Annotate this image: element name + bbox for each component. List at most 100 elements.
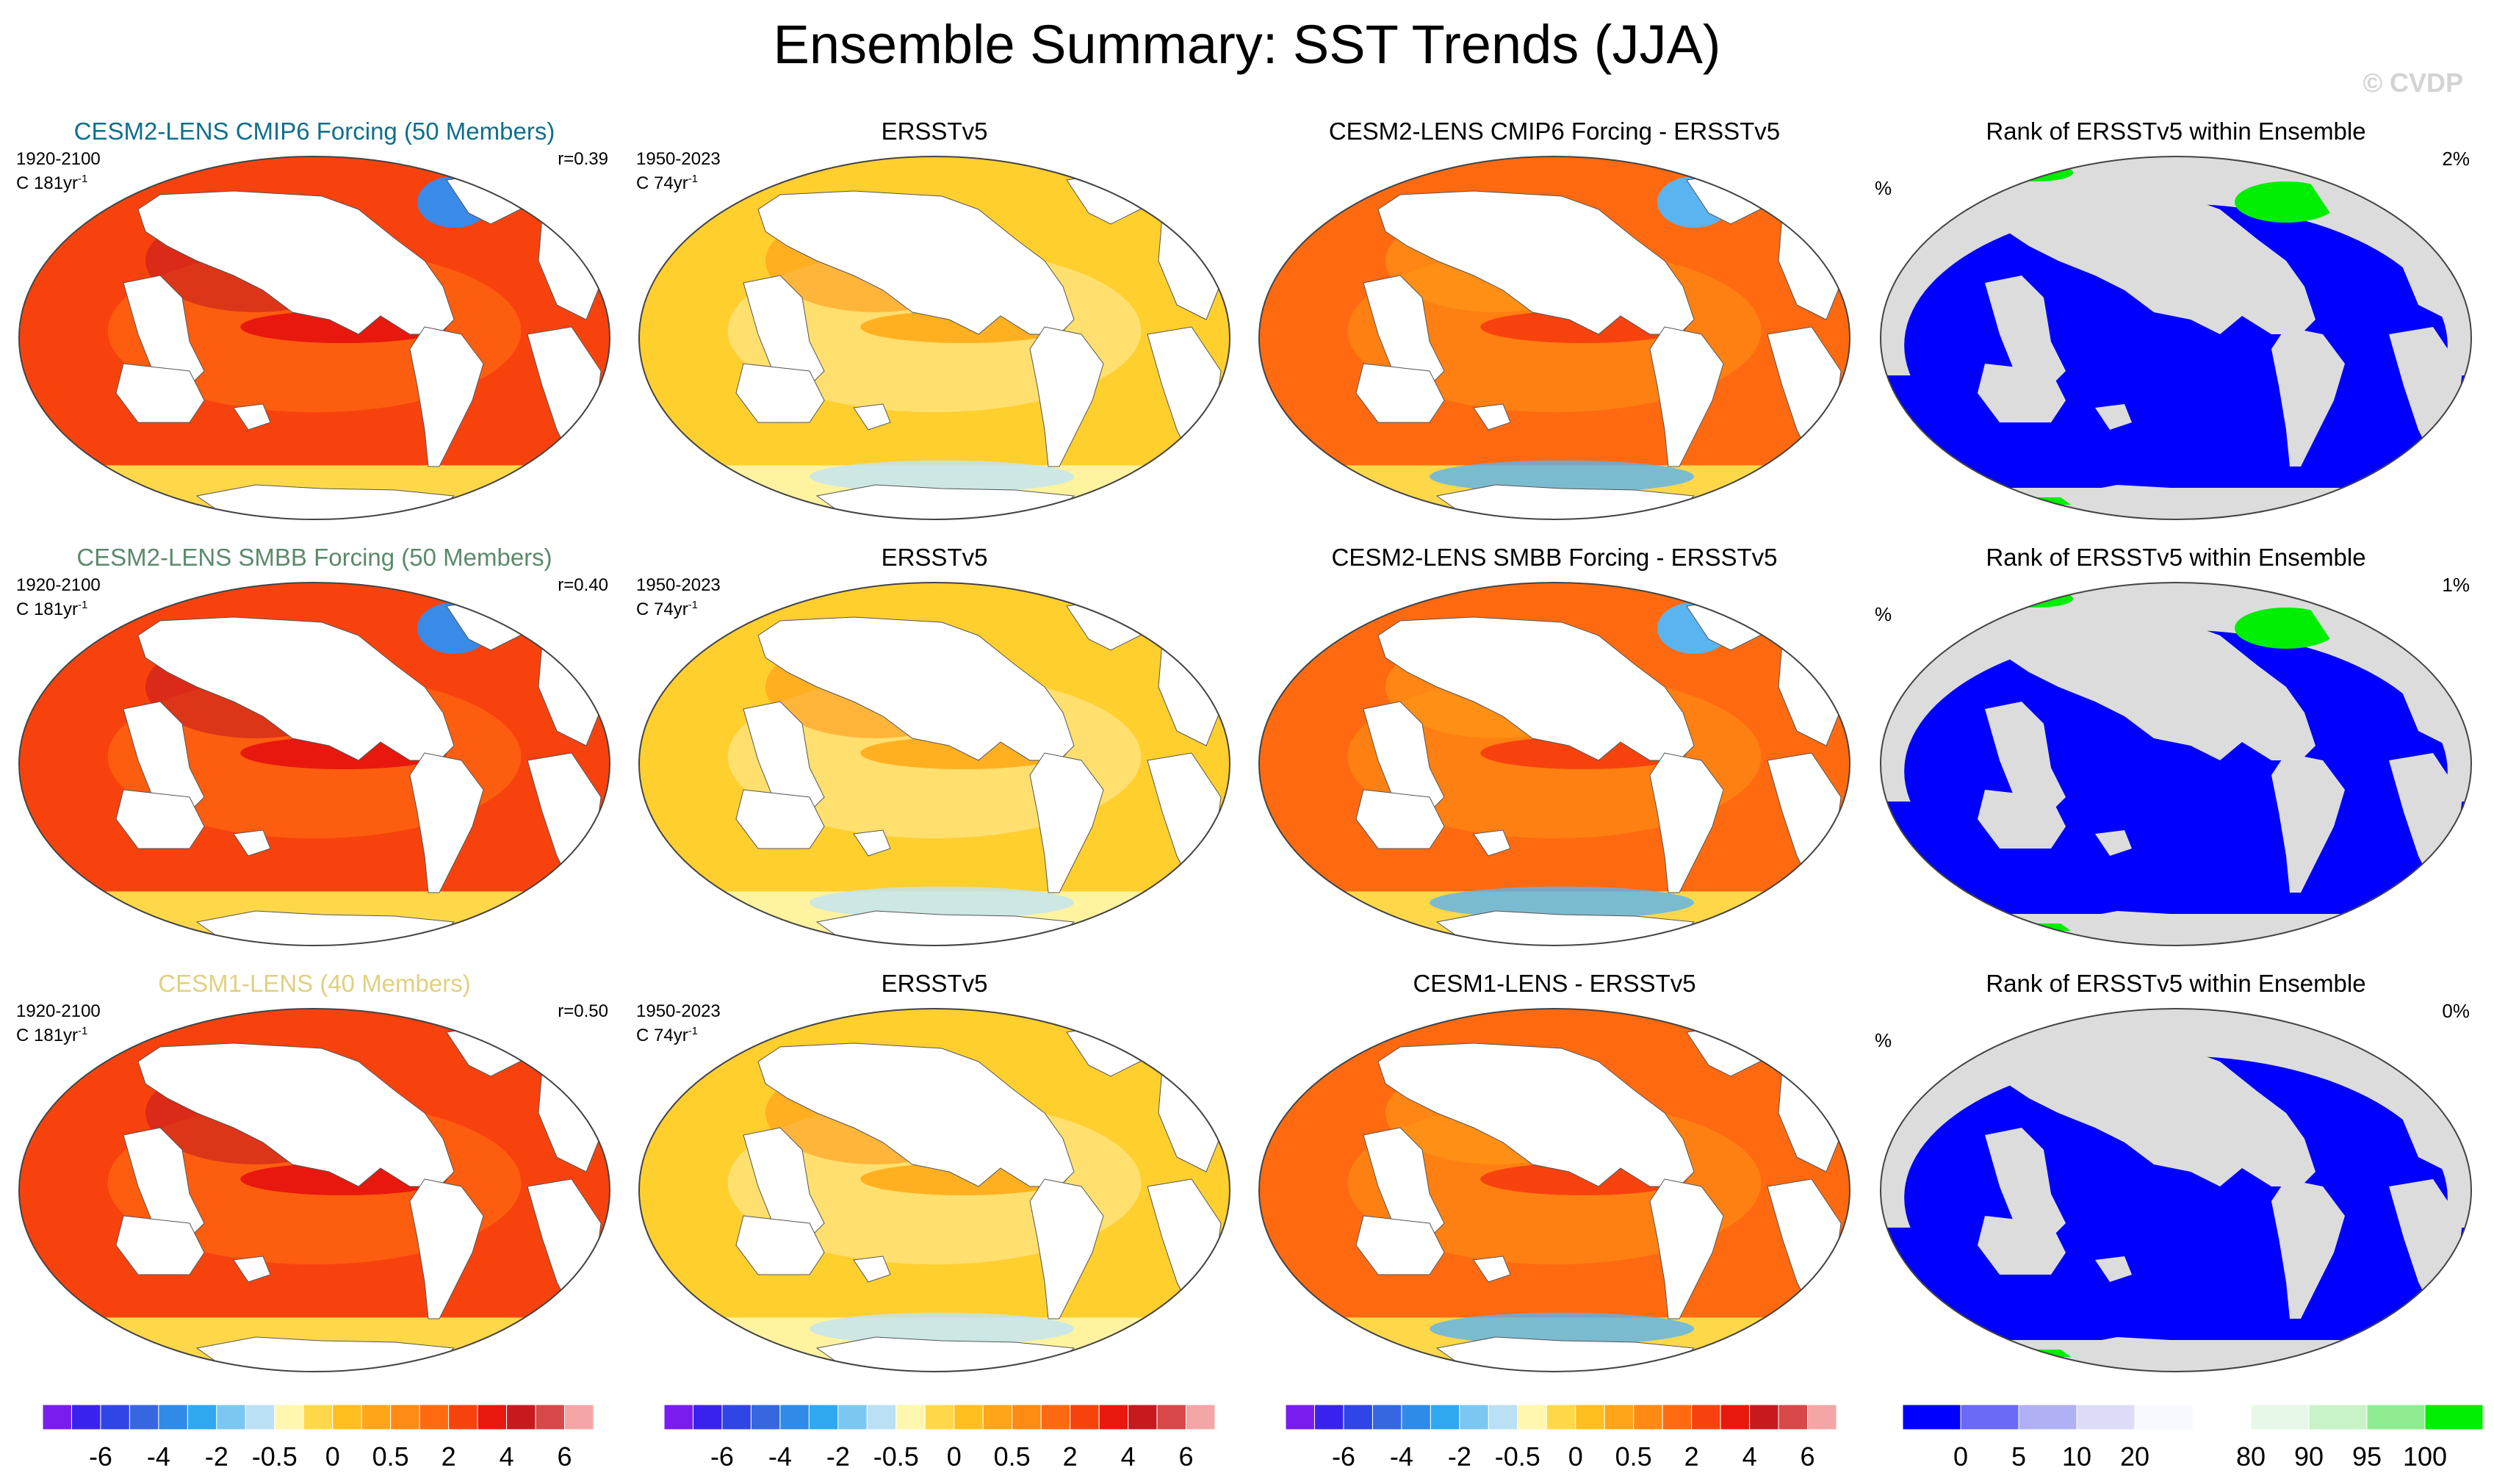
colorbar-trend-3-tick-label: 0 <box>1568 1441 1583 1472</box>
colorbar-trend-2-tick-label: -2 <box>826 1441 850 1472</box>
panel-title-rank-1: Rank of ERSSTv5 within Ensemble <box>1986 118 2366 145</box>
colorbar-trend-1-tick-label: -0.5 <box>252 1441 298 1472</box>
panel-title-rank-3: Rank of ERSSTv5 within Ensemble <box>1986 970 2366 997</box>
colorbar-trend-3-box <box>1517 1404 1547 1430</box>
colorbar-rank-tick-label: 0 <box>1953 1441 1968 1472</box>
trend-period-obs-3: 1950-2023 C 74yr-1 <box>636 1001 721 1045</box>
map-diff-1 <box>1258 156 1850 520</box>
colorbar-trend-1-box <box>419 1404 450 1430</box>
colorbar-trend-2-box <box>779 1404 810 1430</box>
colorbar-trend-2-tick-label: 0 <box>947 1441 962 1472</box>
colorbar-trend-2-box <box>837 1404 868 1430</box>
colorbar-trend-1-box <box>448 1404 478 1430</box>
colorbar-trend-1-box <box>158 1404 188 1430</box>
colorbar-trend-2-tick-label: -0.5 <box>873 1441 919 1472</box>
trend-period-model-1: 1920-2100 C 181yr-1 <box>16 149 101 193</box>
colorbar-trend-3-box <box>1720 1404 1751 1430</box>
colorbar-trend-2-tick-label: 2 <box>1063 1441 1078 1472</box>
colorbar-trend-3-tick-label: 6 <box>1801 1441 1815 1472</box>
trend-units: C 74yr-1 <box>636 599 699 619</box>
colorbar-trend-3-box <box>1313 1404 1344 1430</box>
colorbar-trend-1-box <box>564 1404 594 1430</box>
colorbar-trend-3-box <box>1372 1404 1402 1430</box>
colorbar-trend-3: -6 -4 -2 -0.5 0 0.5 2 4 6 <box>1285 1404 1837 1472</box>
panel-title-obs-2: ERSSTv5 <box>881 544 988 571</box>
colorbar-trend-2-box <box>692 1404 723 1430</box>
colorbar-trend-2-box <box>982 1404 1013 1430</box>
colorbar-rank-box <box>2076 1404 2136 1430</box>
colorbar-trend-1-tick-label: -4 <box>147 1441 170 1472</box>
map-diff-3 <box>1258 1008 1850 1372</box>
colorbar-rank-box <box>2134 1404 2194 1430</box>
colorbar-trend-2-box <box>750 1404 781 1430</box>
rank-unit-1: % <box>1875 177 1892 199</box>
panel-title-model-3: CESM1-LENS (40 Members) <box>158 970 471 997</box>
colorbar-trend-2-box <box>1098 1404 1129 1430</box>
colorbar-trend-1-box <box>71 1404 101 1430</box>
pattern-correlation-2: r=0.40 <box>558 575 608 595</box>
colorbar-trend-3-box <box>1285 1404 1315 1430</box>
trend-units: C 181yr-1 <box>16 599 88 619</box>
trend-period-obs-2: 1950-2023 C 74yr-1 <box>636 575 721 619</box>
trend-units: C 181yr-1 <box>16 1025 88 1045</box>
colorbar-trend-1: -6 -4 -2 -0.5 0 0.5 2 4 6 <box>42 1404 594 1472</box>
trend-period-obs-1: 1950-2023 C 74yr-1 <box>636 149 721 193</box>
colorbar-trend-1-box <box>100 1404 130 1430</box>
map-rank-1 <box>1880 156 2472 520</box>
colorbar-trend-3-box <box>1546 1404 1576 1430</box>
colorbar-rank-tick-label: 90 <box>2294 1441 2324 1472</box>
period-years: 1920-2100 <box>16 575 101 595</box>
colorbar-trend-3-box <box>1459 1404 1489 1430</box>
colorbar-trend-1-box <box>361 1404 392 1430</box>
map-model-2 <box>18 582 610 946</box>
colorbar-rank-tick-label: 10 <box>2062 1441 2091 1472</box>
map-obs-2 <box>638 582 1230 946</box>
colorbar-trend-1-tick-label: 0 <box>325 1441 340 1472</box>
colorbar-trend-1-tick-label: 4 <box>500 1441 514 1472</box>
colorbar-trend-1-box <box>274 1404 304 1430</box>
colorbar-trend-3-box <box>1662 1404 1693 1430</box>
colorbar-strip: -6 -4 -2 -0.5 0 0.5 2 4 6 -6 -4 -2 -0.5 0 0.5 2 4 6 -6 -4 -2… <box>42 1404 2484 1472</box>
colorbar-trend-1-tick-label: 2 <box>442 1441 456 1472</box>
trend-period-model-2: 1920-2100 C 181yr-1 <box>16 575 101 619</box>
colorbar-trend-1-box <box>245 1404 275 1430</box>
colorbar-trend-3-box <box>1430 1404 1460 1430</box>
colorbar-trend-1-box <box>332 1404 362 1430</box>
colorbar-rank-box <box>2250 1404 2310 1430</box>
rank-percent-1: 2% <box>2442 148 2470 170</box>
colorbar-trend-3-box <box>1778 1404 1809 1430</box>
panel-title-rank-2: Rank of ERSSTv5 within Ensemble <box>1986 544 2366 571</box>
map-obs-1 <box>638 156 1230 520</box>
colorbar-trend-1-tick-label: 6 <box>558 1441 572 1472</box>
colorbar-trend-3-tick-label: 4 <box>1742 1441 1757 1472</box>
panel-title-diff-3: CESM1-LENS - ERSSTv5 <box>1413 970 1696 997</box>
colorbar-trend-3-tick-label: 0.5 <box>1615 1441 1652 1472</box>
map-diff-2 <box>1258 582 1850 946</box>
colorbar-trend-1-tick-label: 0.5 <box>372 1441 409 1472</box>
rank-unit-2: % <box>1875 603 1892 625</box>
colorbar-trend-3-box <box>1401 1404 1431 1430</box>
colorbar-trend-1-box <box>390 1404 420 1430</box>
colorbar-rank-box <box>2192 1404 2252 1430</box>
panel-title-diff-2: CESM2-LENS SMBB Forcing - ERSSTv5 <box>1331 544 1778 571</box>
period-years: 1920-2100 <box>16 149 101 169</box>
panel-title-model-2: CESM2-LENS SMBB Forcing (50 Members) <box>76 544 552 571</box>
colorbar-trend-2-box <box>895 1404 926 1430</box>
colorbar-trend-1-tick-label: -6 <box>89 1441 112 1472</box>
colorbar-trend-2-box <box>1186 1404 1216 1430</box>
pattern-correlation-3: r=0.50 <box>558 1001 608 1021</box>
colorbar-trend-3-box <box>1691 1404 1721 1430</box>
colorbar-trend-2-box <box>866 1404 897 1430</box>
panel-title-obs-3: ERSSTv5 <box>881 970 988 997</box>
colorbar-rank-tick-label: 100 <box>2403 1441 2447 1472</box>
map-obs-3 <box>638 1008 1230 1372</box>
colorbar-trend-3-box <box>1633 1404 1663 1430</box>
colorbar-trend-1-box <box>477 1404 508 1430</box>
cvdp-watermark: © CVDP <box>2363 68 2463 98</box>
colorbar-rank-box <box>1902 1404 1961 1430</box>
period-years: 1920-2100 <box>16 1001 101 1021</box>
colorbar-trend-1-box <box>535 1404 566 1430</box>
colorbar-trend-2-tick-label: -6 <box>710 1441 734 1472</box>
colorbar-trend-2-box <box>1156 1404 1187 1430</box>
colorbar-trend-2-box <box>663 1404 693 1430</box>
